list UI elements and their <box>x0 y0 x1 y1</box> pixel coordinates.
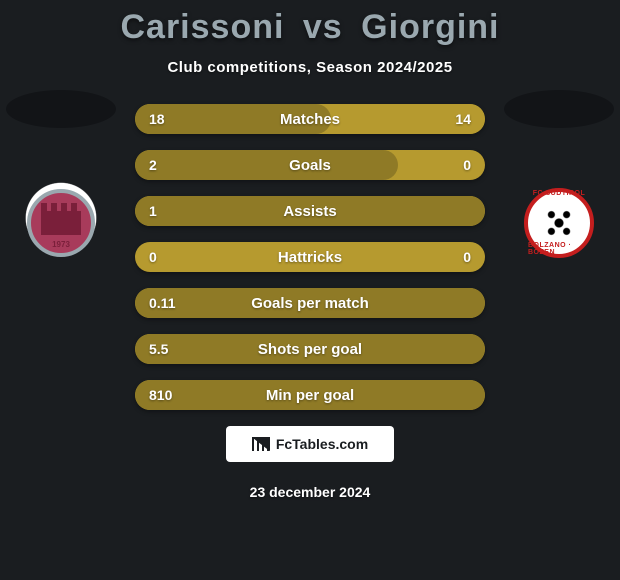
club-badge-left: 1973 <box>12 174 110 272</box>
date-label: 23 december 2024 <box>0 484 620 500</box>
page-title: Carissoni vs Giorgini <box>0 8 620 47</box>
stat-label: Assists <box>135 203 485 220</box>
stat-row: 2Goals0 <box>135 150 485 180</box>
badge-left-inner: 1973 <box>27 189 95 257</box>
stat-row: 18Matches14 <box>135 104 485 134</box>
player2-name: Giorgini <box>361 8 499 46</box>
player1-name: Carissoni <box>120 8 284 46</box>
player2-silhouette: FC SÜDTIROL BOLZANO · BOZEN <box>504 90 614 390</box>
ball-icon <box>540 204 578 242</box>
container: Carissoni vs Giorgini Club competitions,… <box>0 0 620 580</box>
vs-label: vs <box>303 8 343 46</box>
player2-head <box>504 90 614 128</box>
badge-right-inner: FC SÜDTIROL BOLZANO · BOZEN <box>524 188 594 258</box>
brand-chart-icon <box>252 437 270 451</box>
stat-row: 810Min per goal <box>135 380 485 410</box>
subtitle: Club competitions, Season 2024/2025 <box>0 59 620 76</box>
stat-label: Hattricks <box>135 249 485 266</box>
stat-value-right: 14 <box>455 111 471 127</box>
stat-value-right: 0 <box>463 157 471 173</box>
stat-label: Min per goal <box>135 387 485 404</box>
brand-label: FcTables.com <box>276 436 368 452</box>
chart-zone: 1973 FC SÜDTIROL BOLZANO · BOZEN 18Match… <box>0 104 620 500</box>
stat-label: Goals per match <box>135 295 485 312</box>
stat-label: Goals <box>135 157 485 174</box>
player1-silhouette: 1973 <box>6 90 116 390</box>
stat-row: 5.5Shots per goal <box>135 334 485 364</box>
badge-right-top-text: FC SÜDTIROL <box>533 190 586 197</box>
stat-label: Shots per goal <box>135 341 485 358</box>
badge-left-year: 1973 <box>52 240 70 249</box>
brand-box[interactable]: FcTables.com <box>226 426 394 462</box>
stat-row: 1Assists <box>135 196 485 226</box>
stat-value-right: 0 <box>463 249 471 265</box>
stat-label: Matches <box>135 111 485 128</box>
stat-row: 0.11Goals per match <box>135 288 485 318</box>
player1-head <box>6 90 116 128</box>
stat-row: 0Hattricks0 <box>135 242 485 272</box>
club-badge-right: FC SÜDTIROL BOLZANO · BOZEN <box>510 174 608 272</box>
badge-right-bottom-text: BOLZANO · BOZEN <box>528 242 590 256</box>
castle-icon <box>41 211 81 235</box>
stat-bars: 18Matches142Goals01Assists0Hattricks00.1… <box>135 104 485 410</box>
